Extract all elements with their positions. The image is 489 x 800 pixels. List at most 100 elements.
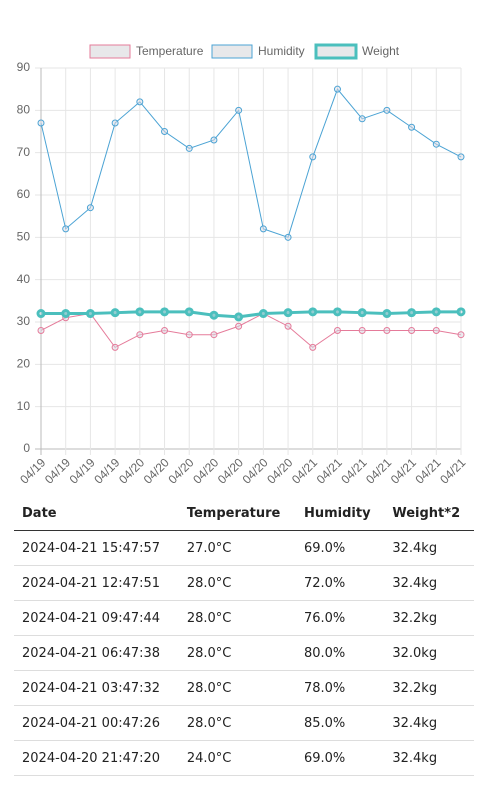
data-point: [85, 309, 95, 319]
data-point: [407, 308, 417, 318]
table-row: 2024-04-21 15:47:57 27.0°C 69.0% 32.4kg: [14, 530, 474, 566]
table-row: 2024-04-21 00:47:26 28.0°C 85.0% 32.4kg: [14, 705, 474, 741]
data-point: [110, 308, 120, 318]
data-point: [457, 153, 465, 161]
x-tick-label: 04/21: [338, 455, 369, 486]
table-cell: 32.4kg: [384, 740, 474, 776]
data-point: [258, 309, 268, 319]
data-point: [309, 343, 317, 351]
data-point: [357, 308, 367, 318]
y-tick-label: 30: [17, 314, 31, 328]
data-point: [161, 128, 169, 135]
data-point: [259, 225, 267, 233]
x-tick-label: 04/21: [437, 455, 468, 486]
table-cell: 72.0%: [295, 565, 385, 601]
x-tick-label: 04/19: [42, 455, 73, 486]
y-tick-label: 70: [17, 145, 31, 159]
data-point: [161, 326, 169, 334]
column-header: Humidity: [295, 496, 385, 531]
table-cell: 32.4kg: [384, 565, 474, 601]
data-point: [309, 153, 317, 161]
x-tick-label: 04/20: [141, 455, 172, 486]
data-point: [234, 312, 244, 322]
table-cell: 2024-04-21 00:47:26: [14, 705, 179, 741]
y-tick-label: 50: [17, 230, 31, 244]
x-tick-label: 04/20: [165, 455, 196, 486]
x-tick-label: 04/21: [289, 455, 320, 486]
data-point: [308, 307, 318, 317]
data-point: [111, 343, 119, 351]
x-tick-label: 04/21: [413, 455, 444, 486]
x-tick-label: 04/21: [363, 455, 394, 486]
x-tick-label: 04/20: [215, 455, 246, 486]
column-header: Date: [14, 496, 179, 531]
y-tick-label: 20: [17, 357, 31, 371]
table-cell: 69.0%: [295, 530, 385, 566]
table-cell: 28.0°C: [178, 600, 296, 636]
legend-swatch: [314, 43, 358, 60]
x-tick-label: 04/21: [314, 455, 345, 486]
data-point: [37, 326, 45, 334]
table-cell: 2024-04-21 03:47:32: [14, 670, 179, 706]
table-cell: 32.2kg: [384, 600, 474, 636]
x-tick-label: 04/19: [17, 455, 48, 486]
data-point: [136, 98, 144, 106]
data-point: [210, 136, 218, 144]
x-tick-label: 04/19: [91, 455, 122, 486]
data-point: [358, 326, 366, 334]
series-line: [40, 88, 462, 238]
column-header: Temperature: [178, 496, 296, 531]
table-cell: 32.2kg: [384, 670, 474, 706]
legend-label: Weight: [362, 44, 400, 58]
series-line: [41, 310, 461, 319]
data-point: [431, 307, 441, 317]
table-row: 2024-04-21 06:47:38 28.0°C 80.0% 32.0kg: [14, 635, 474, 671]
table-cell: 2024-04-20 21:47:20: [14, 740, 179, 776]
legend-swatch: [211, 44, 253, 59]
data-point: [136, 331, 144, 339]
table-cell: 32.4kg: [384, 705, 474, 741]
data-point: [333, 85, 341, 93]
data-table: Date Temperature Humidity Weight*2 2024-04-2…: [14, 496, 474, 776]
data-point: [408, 326, 416, 334]
data-point: [456, 307, 466, 317]
data-point: [283, 308, 293, 318]
data-point: [284, 322, 292, 330]
x-tick-label: 04/20: [240, 455, 271, 486]
table-cell: 78.0%: [295, 670, 385, 706]
data-point: [86, 204, 94, 212]
table-cell: 2024-04-21 06:47:38: [14, 635, 179, 671]
data-point: [135, 307, 145, 317]
x-tick-label: 04/21: [388, 455, 419, 486]
y-tick-label: 10: [17, 399, 31, 413]
legend-label: Humidity: [258, 44, 305, 58]
legend-label: Temperature: [136, 44, 204, 58]
data-point: [209, 310, 219, 320]
table-cell: 76.0%: [295, 600, 385, 636]
data-point: [111, 119, 119, 127]
data-point: [408, 123, 416, 131]
table-row: 2024-04-20 21:47:20 24.0°C 69.0% 32.4kg: [14, 740, 474, 776]
chart: 010203040506070809004/1904/1904/1904/190…: [17, 43, 469, 487]
data-point: [358, 115, 366, 123]
table-cell: 28.0°C: [178, 705, 296, 741]
y-tick-label: 90: [17, 60, 31, 74]
data-point: [457, 331, 465, 339]
data-point: [235, 106, 243, 114]
table-cell: 2024-04-21 09:47:44: [14, 600, 179, 636]
data-point: [333, 326, 341, 334]
data-point: [332, 307, 342, 317]
table-cell: 32.0kg: [384, 635, 474, 671]
x-tick-label: 04/19: [67, 455, 98, 486]
table-cell: 85.0%: [295, 705, 385, 741]
data-point: [62, 225, 70, 233]
data-point: [184, 307, 194, 317]
data-point: [160, 307, 170, 317]
data-point: [61, 309, 71, 319]
x-tick-label: 04/20: [116, 455, 147, 486]
column-header: Weight*2: [384, 496, 474, 531]
y-tick-label: 80: [17, 103, 31, 117]
data-point: [382, 309, 392, 319]
table-cell: 24.0°C: [178, 740, 296, 776]
table-cell: 2024-04-21 12:47:51: [14, 565, 179, 601]
